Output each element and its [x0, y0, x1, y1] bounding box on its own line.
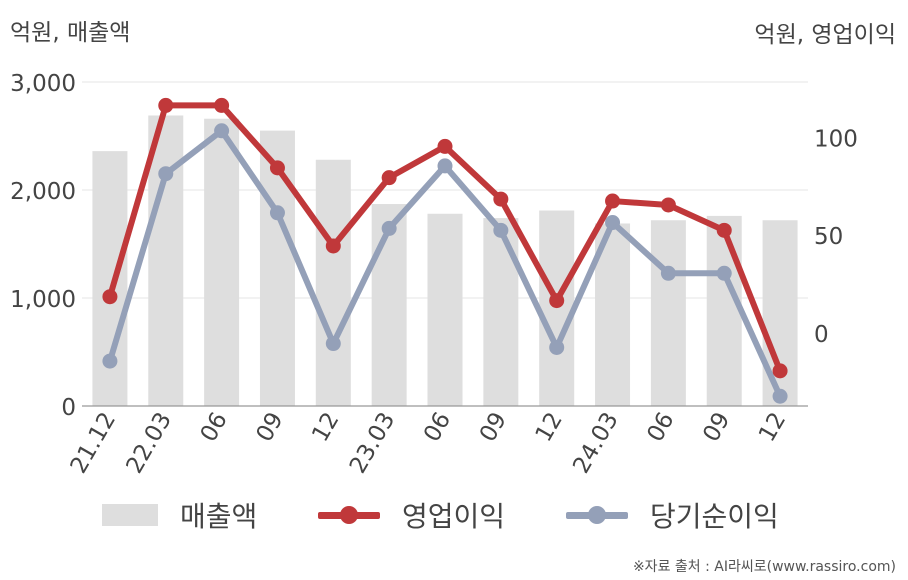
- net-profit-point: [381, 220, 397, 236]
- x-axis-tick-label: 09: [475, 408, 512, 446]
- x-axis-tick-label: 12: [754, 408, 791, 446]
- x-axis-tick-label: 06: [419, 408, 456, 446]
- right-axis-tick-label: 0: [814, 322, 829, 348]
- x-axis-tick-label: 23.03: [345, 408, 400, 478]
- revenue-bar: [706, 215, 742, 406]
- legend-item-net-profit: 당기순이익: [566, 490, 779, 540]
- operating-profit-point: [325, 238, 341, 254]
- operating-profit-point: [269, 160, 285, 176]
- net-profit-point: [214, 123, 230, 139]
- legend-item-revenue: 매출액: [102, 490, 257, 540]
- legend-swatch-net-profit: [566, 504, 628, 526]
- net-profit-point: [660, 265, 676, 281]
- left-axis-tick-label: 3,000: [10, 71, 76, 97]
- net-profit-point: [158, 166, 174, 182]
- revenue-bar: [259, 130, 295, 406]
- operating-profit-point: [437, 138, 453, 154]
- profit-lines: [102, 97, 788, 404]
- right-axis-unit: 억원, 영업이익: [754, 22, 896, 48]
- left-axis-tick-label: 0: [61, 395, 76, 421]
- operating-profit-point: [772, 363, 788, 379]
- net-profit-point: [102, 353, 118, 369]
- x-axis-tick-label: 22.03: [122, 408, 177, 478]
- x-axis-tick-label: 09: [252, 408, 289, 446]
- revenue-bar: [650, 220, 686, 406]
- x-axis-tick-label: 24.03: [568, 408, 623, 478]
- legend-label-net-profit: 당기순이익: [650, 500, 779, 533]
- right-axis-tick-label: 100: [814, 127, 858, 153]
- legend-swatch-revenue: [102, 504, 158, 526]
- source-credit: ※자료 출처 : AI라씨로(www.rassiro.com): [632, 559, 896, 575]
- revenue-bar: [148, 115, 184, 406]
- net-profit-point: [772, 388, 788, 404]
- x-axis-tick-label: 12: [531, 408, 568, 446]
- legend: 매출액 영업이익 당기순이익: [0, 490, 908, 540]
- net-profit-point: [437, 158, 453, 174]
- operating-profit-point: [493, 191, 509, 207]
- legend-swatch-operating-profit: [318, 504, 380, 526]
- legend-label-operating-profit: 영업이익: [402, 500, 506, 533]
- x-axis-tick-label: 06: [642, 408, 679, 446]
- net-profit-point: [493, 222, 509, 238]
- x-axis-tick-label: 12: [307, 408, 344, 446]
- net-profit-point: [549, 339, 565, 355]
- revenue-bar: [539, 210, 575, 406]
- net-profit-point: [605, 215, 621, 231]
- revenue-bar: [315, 159, 351, 406]
- net-profit-point: [269, 205, 285, 221]
- net-profit-point: [325, 336, 341, 352]
- right-axis-tick-label: 50: [814, 224, 843, 250]
- revenue-bars: [92, 115, 798, 406]
- revenue-bar: [483, 218, 519, 406]
- revenue-bar: [204, 118, 240, 406]
- revenue-bar: [427, 213, 463, 406]
- left-axis-tick-label: 1,000: [10, 287, 76, 313]
- net-profit-point: [716, 265, 732, 281]
- legend-label-revenue: 매출액: [180, 500, 258, 533]
- operating-profit-point: [381, 170, 397, 186]
- operating-profit-point: [214, 97, 230, 113]
- operating-profit-point: [716, 222, 732, 238]
- operating-profit-point: [549, 293, 565, 309]
- left-axis-unit: 억원, 매출액: [10, 20, 131, 46]
- x-axis-tick-label: 09: [698, 408, 735, 446]
- operating-profit-point: [158, 97, 174, 113]
- operating-profit-point: [102, 289, 118, 305]
- revenue-bar: [371, 204, 407, 406]
- operating-profit-point: [660, 197, 676, 213]
- legend-item-operating-profit: 영업이익: [318, 490, 505, 540]
- operating-profit-point: [605, 193, 621, 209]
- left-axis-tick-label: 2,000: [10, 179, 76, 205]
- x-axis-tick-label: 06: [196, 408, 233, 446]
